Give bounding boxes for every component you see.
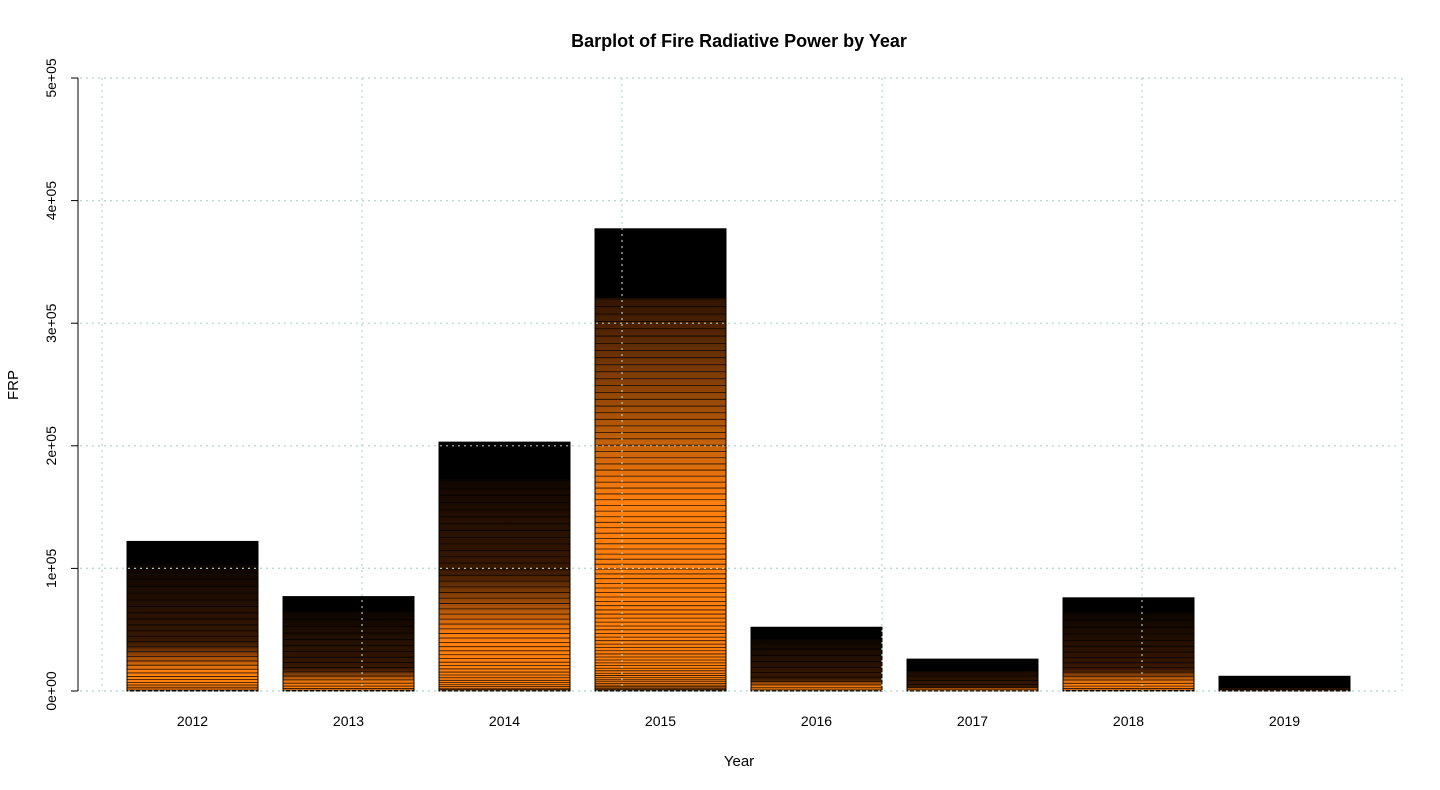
y-tick-label: 0e+00 [43, 671, 59, 711]
x-tick-label: 2014 [489, 713, 520, 729]
grid [80, 77, 1403, 692]
bar-rect [439, 442, 570, 691]
bar-2019 [1218, 675, 1351, 692]
x-tick-label: 2016 [801, 713, 832, 729]
x-axis-labels: 2012 2013 2014 2015 2016 2017 2018 2019 [177, 713, 1300, 729]
grid-overlay [80, 77, 1403, 692]
x-tick-label: 2017 [957, 713, 988, 729]
bar-2017 [906, 658, 1039, 692]
y-axis-label: FRP [5, 370, 22, 400]
bars [126, 228, 1351, 692]
y-tick-label: 3e+05 [43, 303, 59, 343]
y-tick-label: 1e+05 [43, 549, 59, 589]
bar-2016 [750, 626, 883, 692]
y-tick-label: 5e+05 [43, 58, 59, 98]
y-tick-label: 2e+05 [43, 426, 59, 466]
y-tick-label: 4e+05 [43, 181, 59, 221]
x-tick-label: 2015 [645, 713, 676, 729]
bar-2014 [438, 441, 571, 692]
x-tick-label: 2018 [1113, 713, 1144, 729]
x-tick-label: 2012 [177, 713, 208, 729]
x-tick-label: 2019 [1269, 713, 1300, 729]
chart-title: Barplot of Fire Radiative Power by Year [571, 31, 907, 51]
bar-2018 [1062, 597, 1195, 692]
bar-2012 [126, 540, 259, 692]
x-axis-label: Year [724, 753, 754, 770]
bar-rect [127, 541, 258, 691]
bar-2015 [594, 228, 727, 692]
y-axis: 0e+00 1e+05 2e+05 3e+05 4e+05 5e+05 [43, 58, 79, 711]
x-tick-label: 2013 [333, 713, 364, 729]
bar-2013 [282, 596, 415, 692]
